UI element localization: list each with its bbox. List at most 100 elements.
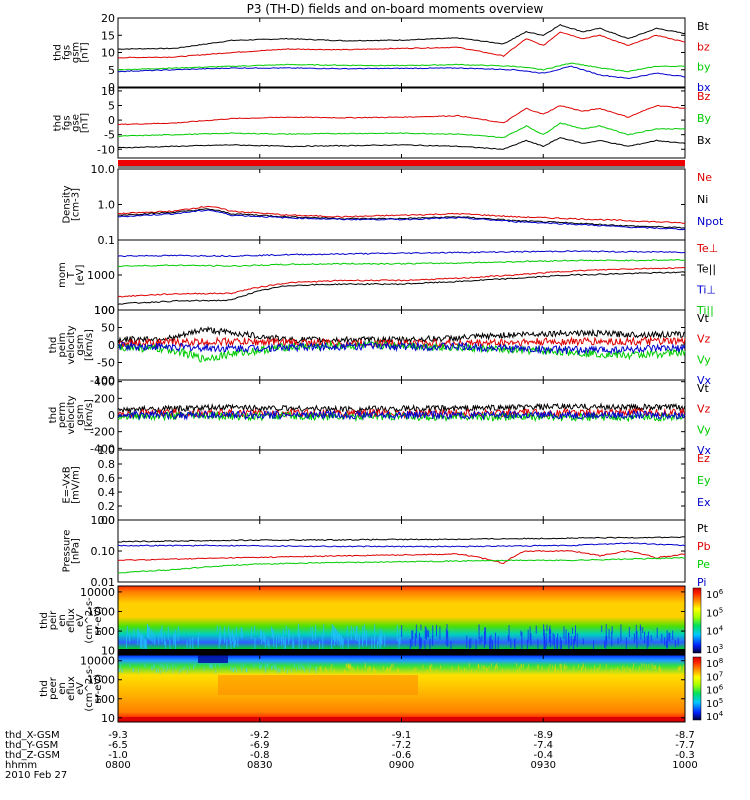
ylabel-line: fgs [62,115,73,130]
colorbar-tick-label: 106 [706,684,724,697]
y-tick-label: 5 [108,100,115,113]
series-line-npot [117,209,686,231]
series-line-ti [117,250,686,258]
y-tick-label: 0.8 [98,458,116,471]
colorbar [692,587,702,654]
xaxis-value: 0930 [531,760,556,771]
legend-ne: Ne [697,171,712,184]
ylabel-line: Density [62,185,73,223]
series-line-pi [117,542,686,548]
series-line-ti [117,259,686,268]
xaxis-row-label: thd_Y-GSM [5,740,58,751]
y-tick-label: 0 [108,409,115,422]
y-tick-label: 10000 [80,586,115,599]
colorbar-tick-exponent: 5 [719,606,723,614]
y-tick-label: 400 [94,376,115,389]
ylabel-line: mom [57,262,68,288]
series-line-ne [117,205,686,225]
y-tick-label: 0 [108,114,115,127]
xaxis-row-label: hhmm [5,760,37,771]
series-line-vx [117,409,686,421]
colorbar-tick-exponent: 6 [719,588,724,596]
legend-vz: Vz [697,333,711,346]
xaxis-value: -0.4 [533,750,553,761]
ylabel-line: peim [57,332,68,357]
legend-vy: Vy [697,423,711,436]
legend-bx: bx [697,81,711,94]
legend-te: Te|| [696,263,716,276]
series-line-by [117,62,686,73]
series-line-bz [117,31,686,59]
ylabel-line: thd [48,407,59,424]
ylabel-line: gse [71,114,82,132]
legend-bz: bz [697,40,710,53]
ylabel-line: gsm [71,42,82,63]
series-line-ni [117,208,686,229]
spectrogram-band [218,675,418,695]
spectrogram-band [198,655,228,663]
y-tick-label: 1000 [87,605,115,618]
y-tick-label: 200 [94,392,115,405]
y-tick-label: 0 [108,81,115,94]
legend-ex: Ex [697,496,711,509]
legend-ti: Ti⊥ [696,283,716,296]
xaxis-value: -8.9 [533,730,553,741]
series-line-vt [117,325,685,345]
y-tick-label: -400 [90,442,115,455]
y-tick-label: 100 [94,693,115,706]
y-tick-label: 0.01 [91,576,116,589]
y-tick-label: 100 [94,304,115,317]
colorbar-tick-exponent: 4 [719,625,724,633]
y-tick-label: 0.10 [91,545,116,558]
y-tick-label: 20 [101,12,115,25]
xaxis-value: -6.5 [108,740,128,751]
panel-frame [117,168,686,241]
y-tick-label: -200 [90,426,115,439]
panel-pressure: Pressure[nPa] 0.01 0.10 1.00 Pt Pb Pe Pi [62,514,711,589]
ylabel-line: thd [53,44,64,61]
ylabel-line: [nPa] [71,538,82,564]
y-tick-label: -10 [97,143,115,156]
y-tick-label: 10 [101,47,115,60]
colorbar-tick-label: 106 [706,588,724,601]
xaxis-value: -7.2 [392,740,412,751]
colorbar-tick-exponent: 4 [719,710,724,718]
series-line-by [117,122,686,139]
colorbar [692,656,702,721]
ylabel-line: velocity [66,325,77,364]
y-tick-label: 1.00 [91,514,116,527]
legend-bt: Bt [697,20,710,33]
y-tick-label: 0.2 [98,500,116,513]
panel-spec-ion: thdpeirenefluxeV(cm^2-s-sr-eV)1031041051… [39,585,724,659]
ylabel-line: eV [75,614,86,627]
ylabel-line: thd [39,680,50,697]
spectrogram-image [118,586,685,655]
legend-ez: Ez [697,452,710,465]
legend-pt: Pt [697,522,709,535]
y-tick-label: 0.0 [98,514,116,527]
ylabel-line: (cm^2-s- [84,665,95,712]
y-tick-label: -5 [104,129,115,142]
y-tick-label: 0.6 [98,472,116,485]
panel-frame [117,87,686,159]
xaxis-value: -9.1 [392,730,412,741]
xaxis-value: 1000 [672,760,697,771]
ylabel-line: eflux [66,608,77,633]
series-line-vt [117,402,686,415]
ylabel-line: gsm [75,404,86,425]
ylabel-line: [km/s] [84,329,95,361]
ylabel-line: [km/s] [84,399,95,431]
ylabel-line: peir [48,610,59,630]
y-tick-label: 10000 [80,655,115,668]
y-tick-label: 100 [94,625,115,638]
colorbar-tick-label: 105 [706,697,723,710]
y-tick-label: 100 [94,304,115,317]
xaxis-value: -0.8 [250,750,270,761]
series-line-vy [117,340,686,363]
y-tick-label: 0.1 [98,234,116,247]
y-tick-label: 5 [108,64,115,77]
legend-vy: Vy [697,353,711,366]
